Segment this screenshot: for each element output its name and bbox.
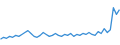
plot-area [1,8,120,40]
line [1,8,120,40]
chart-container [0,0,120,45]
chart [0,0,120,45]
